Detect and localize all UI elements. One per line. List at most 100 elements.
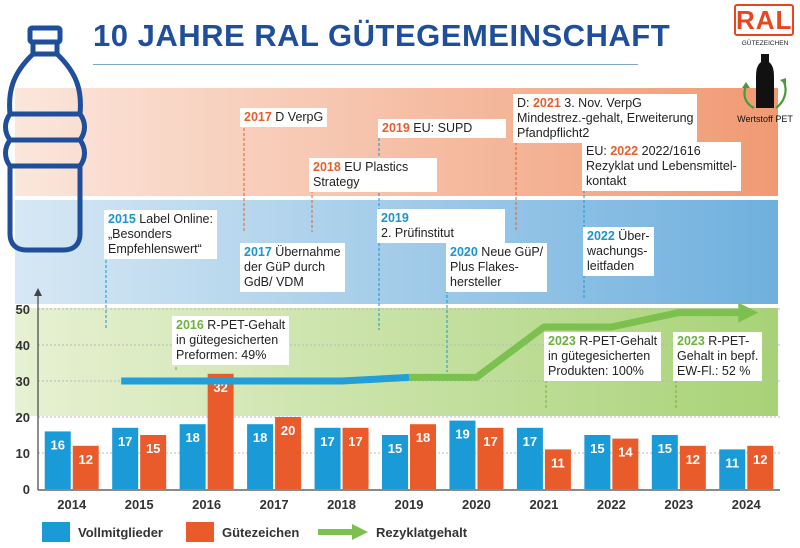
bar-vollmitglieder-2022 [584,435,611,489]
line-group [121,302,759,385]
page-title: 10 JAHRE RAL GÜTEGEMEINSCHAFT [93,18,671,53]
title-rule [93,64,638,65]
ral-caption: Wertstoff PET [737,114,793,124]
rezyklat-arrowhead [738,302,759,323]
bar-guetezeichen-2019 [410,424,436,489]
bar-guetezeichen-2021 [544,449,571,489]
bar-guetezeichen-2022 [612,438,639,489]
bar-vollmitglieder-2017 [247,424,274,489]
bar-value-label: 14 [618,445,633,460]
bar-value-label: 18 [185,430,199,445]
x-tick-label: 2018 [327,497,356,512]
bar-vollmitglieder-2019 [382,435,408,489]
event-2017-verpg: 2017 D VerpG [240,108,328,127]
bar-value-label: 19 [455,427,469,442]
event-2019-supd: 2019 EU: SUPD [378,119,506,138]
band-data [15,308,778,416]
bar-guetezeichen-2017 [275,417,302,489]
y-tick-label: 40 [16,338,30,353]
event-2016-rpet: 2016 R-PET-Gehalt in gütegesicherten Pref… [172,316,290,365]
legend-label-rezyklatgehalt: Rezyklatgehalt [376,525,468,540]
event-2022-eu: EU: 2022 2022/1616 Rezyklat und Lebensmi… [582,142,741,191]
bottle-icon [3,25,87,253]
legend-arrow-green [318,524,368,540]
bar-value-label: 17 [348,434,362,449]
x-tick-label: 2019 [395,497,424,512]
bar-value-label: 18 [253,430,267,445]
x-tick-label: 2016 [192,497,221,512]
legend-guetezeichen: Gütezeichen [186,522,316,542]
x-tick-label: 2021 [529,497,558,512]
bar-value-label: 15 [590,441,604,456]
legend-label-guetezeichen: Gütezeichen [222,525,300,540]
bar-guetezeichen-2024 [747,445,774,489]
legend-rezyklatgehalt: Rezyklatgehalt [318,522,488,542]
event-2018-plastics: 2018 EU Plastics Strategy [309,158,437,192]
bar-vollmitglieder-2018 [314,427,341,489]
ral-logo-box [734,4,794,36]
bar-guetezeichen-2018 [342,427,369,489]
bar-value-label: 15 [388,441,402,456]
bar-vollmitglieder-2023 [651,435,678,489]
bar-vollmitglieder-2014 [44,431,71,489]
bar-vollmitglieder-2016 [179,424,206,489]
x-tick-label: 2014 [57,497,87,512]
bar-vollmitglieder-2024 [719,449,746,489]
y-axis: 0 10 20 30 40 50 [16,288,42,497]
ral-sub: GÜTEZEICHEN [741,40,789,47]
ral-logo: RAL GÜTEZEICHEN Wertstoff PET [730,2,800,130]
bar-value-label: 15 [146,441,160,456]
pet-bottle-icon [742,54,787,109]
event-2023-rpet-produkte: 2023 R-PET-Gehalt in gütegesicherten Prod… [544,332,662,381]
x-tick-label: 2024 [732,497,762,512]
bar-vollmitglieder-2021 [516,427,543,489]
bar-value-label: 20 [281,423,295,438]
legend-swatch-orange [186,522,214,542]
x-tick-label: 2023 [664,497,693,512]
bar-value-label: 17 [320,434,334,449]
y-tick-label: 20 [16,410,30,425]
x-tick-label: 2017 [260,497,289,512]
bar-value-label: 17 [483,434,497,449]
x-tick-label: 2020 [462,497,491,512]
x-axis: 2014 2015 2016 2017 2018 2019 2020 2021 2022 2023… [38,489,780,512]
bar-value-label: 18 [416,430,430,445]
bar-value-label: 17 [118,434,132,449]
event-2021-verpg: D: 2021 3. Nov. VerpG Mindestrez.-gehalt… [513,94,698,143]
bar-guetezeichen-2023 [679,445,706,489]
bar-value-label: 12 [753,452,767,467]
bar-value-label: 15 [658,441,672,456]
bar-value-label: 11 [551,455,565,470]
bar-vollmitglieder-2020 [449,420,476,489]
x-tick-label: 2015 [125,497,154,512]
event-2017-uebernahme: 2017 Übernahme der GüP durch GdB/ VDM [240,243,345,292]
event-2020-guep: 2020 Neue GüP/ Plus Flakes-hersteller [446,243,548,292]
ral-brand: RAL [736,5,793,35]
bar-value-label: 12 [686,452,700,467]
bar-guetezeichen-2020 [477,427,504,489]
bar-value-label: 17 [523,434,537,449]
rezyklat-line-green [409,309,741,381]
event-2015-label-online: 2015 Label Online: „Besonders Empfehlensw… [104,210,217,259]
bar-guetezeichen-2014 [72,445,99,489]
bar-value-label: 11 [725,455,739,470]
y-tick-label: 0 [23,482,30,497]
bar-guetezeichen-2016 [207,373,234,489]
bar-value-label: 12 [78,452,92,467]
bar-guetezeichen-2015 [140,435,167,489]
legend-vollmitglieder: Vollmitglieder [42,522,182,542]
legend-swatch-blue [42,522,70,542]
event-2023-rpet-ewfl: 2023 R-PET- Gehalt in bepf. EW-Fl.: 52 % [673,332,763,381]
x-tick-label: 2022 [597,497,626,512]
y-axis-arrow [34,288,42,296]
legend-label-vollmitglieder: Vollmitglieder [78,525,163,540]
event-2019-pruefinstitut: 2019 2. Prüfinstitut [377,209,505,243]
bar-vollmitglieder-2015 [112,427,139,489]
bar-value-label: 16 [50,437,64,452]
event-2022-leitfaden: 2022 Über- wachungs-leitfaden [583,227,654,276]
y-tick-label: 30 [16,374,30,389]
y-tick-label: 50 [16,302,30,317]
rezyklat-line-blue [121,373,410,385]
